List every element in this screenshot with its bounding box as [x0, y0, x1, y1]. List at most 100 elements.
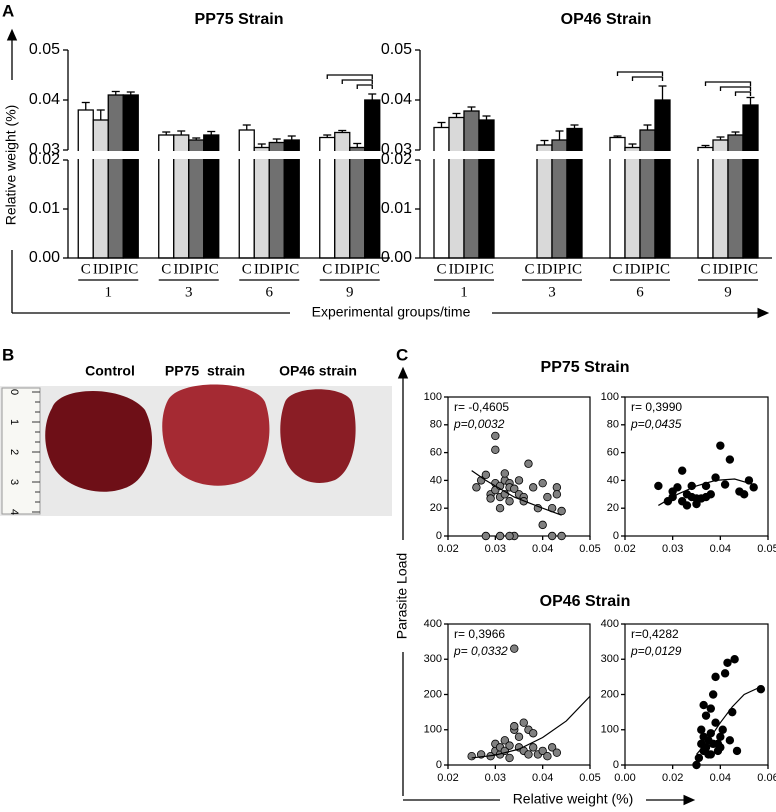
label-bg [3, 80, 21, 250]
point [723, 658, 732, 667]
point [711, 473, 720, 482]
x-tick-label: 0.04 [532, 543, 553, 555]
point [491, 445, 500, 455]
point [510, 644, 519, 653]
y-tick-label: 0.02 [381, 151, 412, 168]
bar [478, 119, 495, 259]
y-tick-label: 100 [601, 724, 619, 736]
series-label: IC [204, 261, 219, 277]
y-tick-label: 80 [430, 419, 442, 431]
annotation: p= 0,0332 [453, 644, 508, 658]
y-tick-label: 100 [424, 724, 442, 736]
ruler-label: 1 [8, 419, 20, 425]
fit-curve [696, 686, 762, 755]
y-tick-label: 0.03 [381, 141, 412, 158]
ruler [1, 387, 41, 515]
point [697, 725, 706, 734]
organ [45, 390, 153, 492]
series-label: ID [625, 261, 641, 277]
bar [624, 146, 641, 259]
point [756, 685, 766, 694]
ruler-label: 4 [8, 509, 20, 515]
point [519, 718, 528, 727]
point [716, 732, 725, 741]
x-tick-label: 0.02 [437, 772, 458, 784]
series-label: C [161, 261, 171, 277]
point [692, 760, 701, 770]
point [552, 490, 562, 499]
y-tick-label: 100 [424, 391, 442, 403]
y-tick-label: 0.04 [29, 91, 60, 108]
y-tick-label: 0.03 [29, 141, 60, 158]
point [673, 483, 682, 492]
point [510, 484, 519, 493]
point [552, 483, 562, 492]
panel-letter: B [2, 345, 14, 364]
plot-frame [624, 396, 769, 537]
significance-bracket [341, 79, 373, 84]
annotation: r= 0,3966 [454, 627, 505, 641]
ruler-label: 2 [8, 449, 20, 455]
point [706, 490, 715, 499]
x-tick-label: 1 [105, 284, 113, 300]
point [500, 469, 509, 478]
point [682, 501, 692, 510]
point [678, 466, 687, 475]
y-tick-label: 200 [424, 688, 442, 700]
bar [566, 127, 583, 259]
y-tick-label: 0.05 [381, 41, 412, 58]
fit-curve [471, 470, 562, 516]
y-tick-label: 100 [601, 391, 619, 403]
x-tick-label: 0.02 [662, 772, 683, 784]
axis-break [414, 151, 772, 159]
point [701, 743, 711, 752]
point [654, 481, 663, 491]
ruler-label: 0 [8, 389, 20, 395]
series-label: IC [123, 261, 138, 277]
row-title: PP75 Strain [541, 359, 630, 376]
bar [463, 110, 480, 259]
point [538, 520, 547, 530]
series-label: IC [365, 261, 380, 277]
x-tick-label: 0.04 [710, 543, 731, 555]
x-tick-label: 6 [266, 284, 274, 300]
point [547, 531, 557, 541]
significance-bracket [631, 76, 664, 81]
ruler-ticks [32, 391, 40, 513]
x-tick-label: 0.03 [662, 543, 683, 555]
annotation: r= 0,3990 [631, 400, 682, 414]
y-tick-label: 60 [607, 447, 619, 459]
organ [162, 384, 270, 486]
point [725, 736, 735, 745]
x-axis-label: Relative weight (%) [513, 791, 634, 807]
plot-frame [447, 396, 591, 537]
x-tick-label: 0.05 [579, 772, 600, 784]
point [716, 441, 725, 450]
series-label: IP [641, 261, 654, 277]
series-label: ID [254, 261, 270, 277]
chart-title: OP46 Strain [561, 11, 652, 28]
y-tick-label: 400 [601, 618, 619, 630]
y-tick-label: 0.01 [381, 200, 412, 217]
series-label: C [700, 261, 710, 277]
y-tick-label: 0.01 [29, 200, 60, 217]
ruler-label: 3 [8, 479, 20, 485]
bar [448, 116, 465, 259]
significance-bracket [704, 81, 752, 86]
point [495, 504, 505, 513]
point [467, 751, 476, 761]
x-tick-label: 0.02 [437, 543, 458, 555]
photo-label: PP75 strain [165, 363, 245, 379]
point [730, 655, 739, 664]
row-title: OP46 Strain [540, 593, 631, 610]
point [708, 690, 718, 699]
point [491, 431, 500, 441]
significance-bracket [616, 71, 664, 76]
series-label: ID [93, 261, 109, 277]
point [732, 746, 742, 756]
x-tick-label: 3 [185, 284, 193, 300]
point [529, 483, 538, 492]
x-tick-label: 0.06 [757, 772, 776, 784]
series-label: IP [351, 261, 364, 277]
